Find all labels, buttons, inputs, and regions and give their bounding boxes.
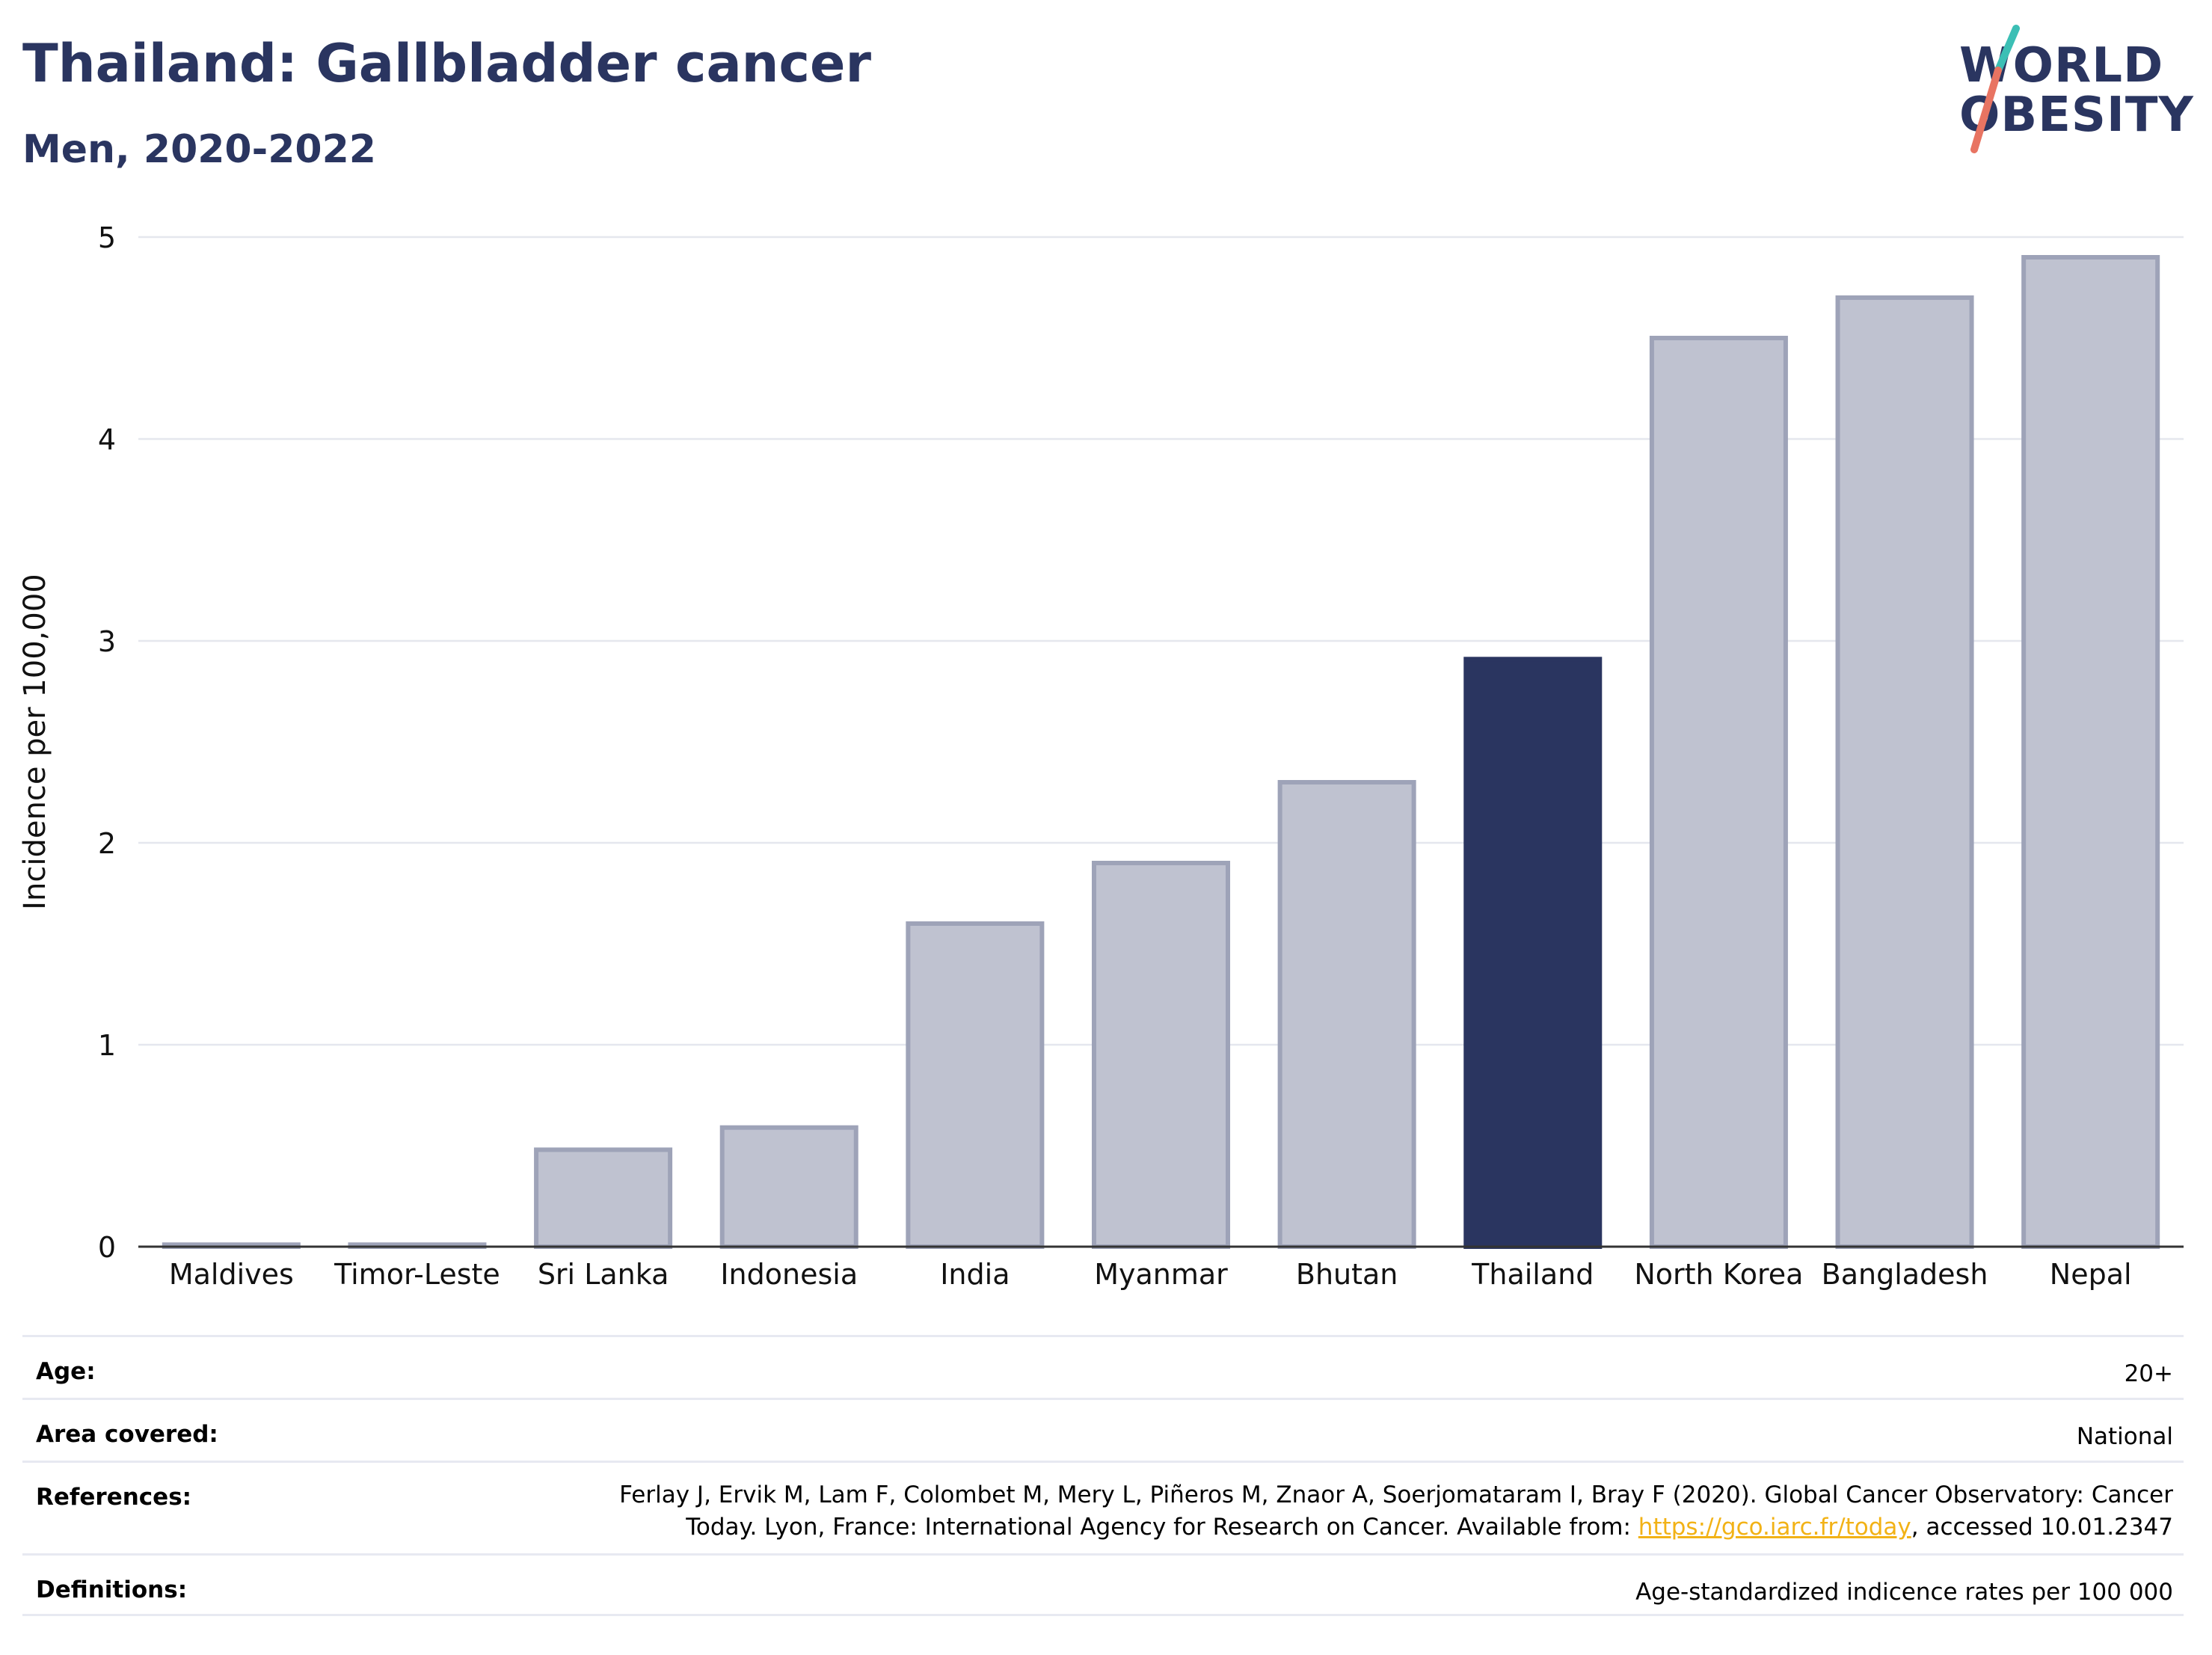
x-tick-label: Bhutan	[1296, 1258, 1398, 1291]
metadata-table: Age: 20+ Area covered: National Referenc…	[22, 1335, 2184, 1616]
y-tick-label: 1	[98, 1029, 116, 1062]
meta-label-age: Age:	[36, 1358, 96, 1385]
logo-slash-icon	[1970, 25, 2020, 153]
x-tick-label: Timor-Leste	[334, 1258, 500, 1291]
x-tick-label: Myanmar	[1094, 1258, 1228, 1291]
meta-row-area: Area covered: National	[22, 1398, 2184, 1461]
bar-myanmar	[1091, 861, 1231, 1249]
bar-north-korea	[1649, 336, 1788, 1249]
bar-sri-lanka	[534, 1147, 673, 1250]
meta-row-age: Age: 20+	[22, 1335, 2184, 1398]
meta-label-area: Area covered:	[36, 1421, 218, 1448]
x-tick-label: Sri Lanka	[538, 1258, 669, 1291]
meta-value-definitions: Age-standardized indicence rates per 100…	[1635, 1579, 2173, 1606]
bar-chart: Maldives Timor-Leste Sri Lanka Indonesia Ind…	[18, 221, 2184, 1291]
bar-thailand	[1463, 657, 1603, 1249]
x-axis-ticks: Maldives Timor-Leste Sri Lanka Indonesia Ind…	[169, 1258, 2132, 1291]
bar-bangladesh	[1835, 295, 1974, 1249]
reference-link[interactable]: https://gco.iarc.fr/today	[1638, 1514, 1911, 1541]
meta-value-area: National	[2076, 1423, 2173, 1450]
y-tick-label: 5	[98, 221, 116, 254]
y-tick-label: 3	[98, 625, 116, 658]
meta-row-definitions: Definitions: Age-standardized indicence …	[22, 1553, 2184, 1616]
x-tick-label: Thailand	[1471, 1258, 1594, 1291]
meta-row-references: References: Ferlay J, Ervik M, Lam F, Co…	[22, 1461, 2184, 1553]
chart-subtitle: Men, 2020-2022	[22, 127, 376, 172]
bar-bhutan	[1277, 780, 1416, 1249]
x-tick-label: India	[940, 1258, 1010, 1291]
x-tick-label: Maldives	[169, 1258, 294, 1291]
reference-line-1: Ferlay J, Ervik M, Lam F, Colombet M, Me…	[619, 1481, 2173, 1508]
y-tick-label: 4	[98, 423, 116, 456]
x-tick-label: Nepal	[2050, 1258, 2132, 1291]
y-tick-label: 0	[98, 1231, 116, 1264]
bars	[162, 255, 2160, 1250]
x-tick-label: Bangladesh	[1822, 1258, 1988, 1291]
world-obesity-logo: WORLD OBESITY	[1944, 22, 2199, 157]
reference-line-2: Today. Lyon, France: International Agenc…	[686, 1514, 1638, 1541]
meta-value-references: Ferlay J, Ervik M, Lam F, Colombet M, Me…	[498, 1463, 2184, 1544]
logo-text-obesity: OBESITY	[1959, 87, 2194, 143]
bar-india	[906, 921, 1045, 1249]
bar-nepal	[2021, 255, 2160, 1249]
y-axis-label: Incidence per 100,000	[18, 574, 52, 910]
x-tick-label: Indonesia	[720, 1258, 858, 1291]
y-axis-ticks: 0 1 2 3 4 5	[98, 221, 116, 1264]
meta-label-definitions: Definitions:	[36, 1576, 188, 1603]
chart-title: Thailand: Gallbladder cancer	[22, 33, 872, 94]
meta-value-age: 20+	[2124, 1360, 2173, 1387]
x-tick-label: North Korea	[1634, 1258, 1803, 1291]
y-tick-label: 2	[98, 827, 116, 860]
meta-label-references: References:	[36, 1484, 192, 1511]
bar-indonesia	[719, 1125, 858, 1249]
reference-accessed: , accessed 10.01.2347	[1911, 1514, 2173, 1541]
